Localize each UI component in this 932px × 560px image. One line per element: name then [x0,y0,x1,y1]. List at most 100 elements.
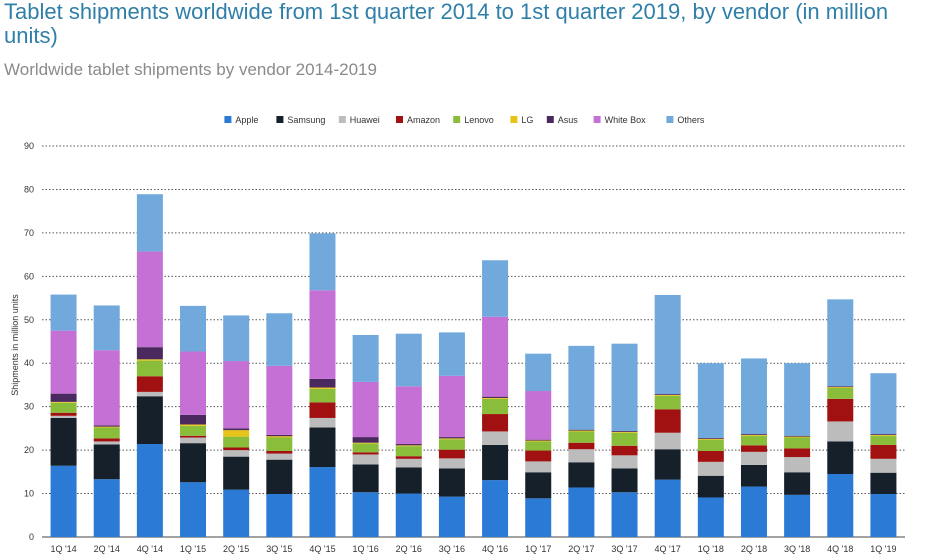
bar-segment-asus [525,439,552,441]
bar-segment-lenovo [482,398,509,415]
bar-segment-others [180,305,207,352]
legend-label: Samsung [287,115,325,125]
bar-segment-lg [93,426,120,428]
bar-segment-others [697,363,724,438]
x-tick-label: 1Q '18 [698,544,724,554]
bar-segment-lg [611,431,638,433]
bar-segment-lenovo [568,431,595,443]
bar-segment-amazon [654,409,681,433]
bar-segment-asus [697,437,724,439]
bar-segment-samsung [136,396,163,445]
y-axis-label: Shipments in million units [10,294,20,396]
bar-segment-amazon [309,402,336,418]
bar-segment-amazon [180,435,207,438]
bar-segment-white-box [309,290,336,379]
y-tick-label: 10 [24,489,34,499]
y-tick-label: 70 [24,228,34,238]
x-tick-label: 2Q '14 [94,544,120,554]
bar-segment-lg [525,440,552,442]
bar-segment-asus [568,429,595,431]
bar-segment-lg [568,430,595,432]
gridlines [42,145,905,538]
bar-segment-samsung [93,444,120,480]
legend-swatch [224,116,232,123]
bar-segment-apple [395,493,422,537]
bar-segment-lg [395,445,422,447]
bar-segment-amazon [223,447,250,451]
bar-segment-samsung [266,459,293,494]
bar-segment-white-box [50,330,77,394]
x-tick-label: 2Q '16 [396,544,422,554]
chart-subtitle: Worldwide tablet shipments by vendor 201… [4,60,377,79]
bar-segment-huawei [740,451,767,465]
bar-segment-amazon [870,444,897,459]
bar-segment-huawei [180,437,207,444]
bar-segment-lg [438,438,465,440]
bar-segment-amazon [525,450,552,462]
bar-segment-samsung [568,462,595,488]
x-tick-label: 1Q '19 [870,544,896,554]
bar-segment-apple [223,489,250,537]
bar-segment-huawei [438,458,465,469]
bar-segment-apple [180,482,207,537]
bar-segment-lg [180,424,207,426]
bar-segment-lenovo [93,427,120,439]
bar-segment-samsung [870,472,897,494]
chart-title: Tablet shipments worldwide from 1st quar… [4,0,889,48]
bar-segment-samsung [654,449,681,480]
legend-label: Apple [235,115,258,125]
bar-segment-samsung [50,417,77,466]
bar-segment-lenovo [180,425,207,436]
bar-segment-samsung [525,472,552,499]
bar-segment-asus [654,394,681,395]
x-tick-label: 4Q '16 [482,544,508,554]
bar-segment-lg [740,434,767,436]
legend-label: Others [677,115,705,125]
bar-segment-lenovo [740,435,767,446]
bar-segment-huawei [309,417,336,428]
bar-segment-amazon [438,449,465,459]
bar-segment-white-box [93,350,120,426]
bar-segment-apple [309,467,336,537]
y-tick-label: 40 [24,358,34,368]
legend-swatch [510,116,518,123]
bar-segment-others [223,315,250,362]
legend-swatch [396,116,403,123]
legend-swatch [276,116,284,123]
legend-label: Lenovo [464,115,494,125]
legend-label: White Box [605,115,647,125]
bar-segment-white-box [482,316,509,397]
bar-segment-white-box [525,391,552,440]
x-tick-label: 1Q '15 [180,544,206,554]
bar-segment-lenovo [50,402,77,413]
legend-swatch [338,116,346,123]
bar-segment-huawei [525,461,552,473]
bar-segment-apple [611,492,638,537]
bar-segment-lg [309,387,336,389]
bar-segment-samsung [697,475,724,498]
bar-segment-asus [50,393,77,402]
y-tick-label: 30 [24,402,34,412]
y-tick-label: 90 [24,141,34,151]
y-axis-ticks: 0 10 20 30 40 50 60 70 80 90 [24,141,34,542]
bar-segment-huawei [93,441,120,445]
bar-segment-lg [654,394,681,396]
bar-segment-asus [309,378,336,388]
bar-segment-samsung [482,444,509,481]
bar-segment-others [266,313,293,366]
bar-segment-amazon [482,414,509,432]
bar-segment-huawei [784,457,811,473]
bar-segment-samsung [611,468,638,493]
bar-segment-asus [352,437,379,443]
bar-segment-others [784,363,811,436]
x-tick-label: 2Q '17 [568,544,594,554]
bar-segment-white-box [352,381,379,438]
bar-segment-others [568,345,595,430]
bar-segment-huawei [568,449,595,463]
bar-segment-asus [180,414,207,425]
bar-segment-others [870,373,897,435]
bar-segment-lg [50,401,77,403]
bar-segment-huawei [482,431,509,445]
bar-segment-others [482,260,509,317]
